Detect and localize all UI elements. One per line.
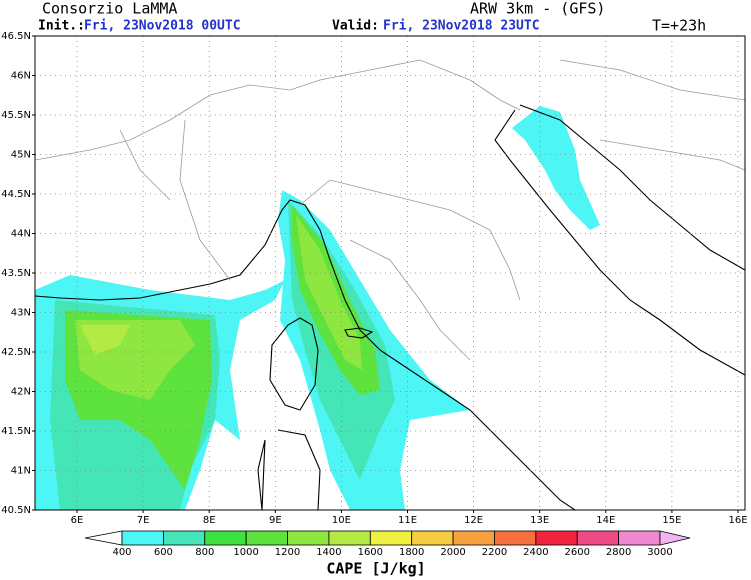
lat-tick-label: 43N bbox=[11, 308, 31, 319]
lon-tick-label: 16E bbox=[728, 515, 747, 526]
model: ARW 3km - (GFS) bbox=[470, 0, 605, 18]
colorbar-title: CAPE [J/kg] bbox=[326, 560, 425, 578]
colorbar-label: 1600 bbox=[358, 547, 383, 558]
cape-field bbox=[35, 106, 600, 510]
colorbar-label: 800 bbox=[195, 547, 214, 558]
colorbar-box bbox=[576, 530, 620, 546]
lon-tick-label: 6E bbox=[71, 515, 84, 526]
colorbar-label: 1200 bbox=[275, 547, 300, 558]
lon-tick-label: 7E bbox=[137, 515, 150, 526]
colorbar-label: 1000 bbox=[233, 547, 258, 558]
lat-tick-label: 44N bbox=[11, 229, 31, 240]
lat-tick-label: 46N bbox=[11, 71, 31, 82]
lat-tick-label: 41.5N bbox=[1, 426, 31, 437]
lat-tick-label: 45.5N bbox=[1, 110, 31, 121]
lat-tick-label: 45N bbox=[11, 150, 31, 161]
colorbar-label: 2000 bbox=[440, 547, 465, 558]
title: Consorzio LaMMA bbox=[42, 0, 177, 18]
lon-tick-label: 9E bbox=[269, 515, 282, 526]
colorbar-over bbox=[659, 530, 691, 546]
colorbar-box bbox=[245, 530, 288, 546]
colorbar-label: 3000 bbox=[647, 547, 672, 558]
colorbar-box bbox=[411, 530, 454, 546]
colorbar-box bbox=[369, 530, 413, 546]
colorbar-label: 2200 bbox=[482, 547, 507, 558]
colorbar-label: 1800 bbox=[399, 547, 424, 558]
colorbar-label: 2600 bbox=[565, 547, 590, 558]
valid-label: Valid: bbox=[332, 19, 379, 34]
lon-tick-label: 15E bbox=[662, 515, 681, 526]
lon-tick-label: 10E bbox=[332, 515, 351, 526]
lon-tick-label: 14E bbox=[596, 515, 615, 526]
colorbar-box bbox=[328, 530, 371, 546]
lon-tick-label: 13E bbox=[530, 515, 549, 526]
colorbar-under bbox=[84, 530, 123, 546]
lat-tick-label: 42N bbox=[11, 387, 31, 398]
lead-time: T=+23h bbox=[652, 17, 706, 35]
lon-tick-label: 11E bbox=[398, 515, 417, 526]
colorbar: 400 600 800 1000 1200 1400 1600 1800 2000 2200 240… bbox=[84, 530, 691, 558]
colorbar-label: 400 bbox=[112, 547, 131, 558]
lat-tick-label: 40.5N bbox=[1, 505, 31, 516]
lon-tick-label: 12E bbox=[464, 515, 483, 526]
colorbar-box bbox=[287, 530, 330, 546]
colorbar-label: 1400 bbox=[316, 547, 341, 558]
lat-tick-label: 44.5N bbox=[1, 189, 31, 200]
colorbar-box bbox=[121, 530, 164, 546]
lat-tick-label: 42.5N bbox=[1, 347, 31, 358]
colorbar-label: 600 bbox=[154, 547, 173, 558]
colorbar-box bbox=[494, 530, 537, 546]
colorbar-box bbox=[204, 530, 247, 546]
colorbar-label: 2400 bbox=[523, 547, 548, 558]
valid-time: Fri, 23Nov2018 23UTC bbox=[383, 19, 540, 34]
init-label: Init.: bbox=[38, 19, 85, 34]
colorbar-box bbox=[452, 530, 495, 546]
colorbar-box bbox=[162, 530, 206, 546]
lon-tick-label: 8E bbox=[203, 515, 216, 526]
lat-tick-label: 41N bbox=[11, 466, 31, 477]
map bbox=[32, 35, 746, 513]
lat-tick-label: 46.5N bbox=[1, 31, 31, 42]
init-time: Fri, 23Nov2018 00UTC bbox=[84, 19, 241, 34]
colorbar-box bbox=[618, 530, 661, 546]
colorbar-label: 2800 bbox=[606, 547, 631, 558]
lat-tick-label: 43.5N bbox=[1, 268, 31, 279]
colorbar-box bbox=[535, 530, 578, 546]
